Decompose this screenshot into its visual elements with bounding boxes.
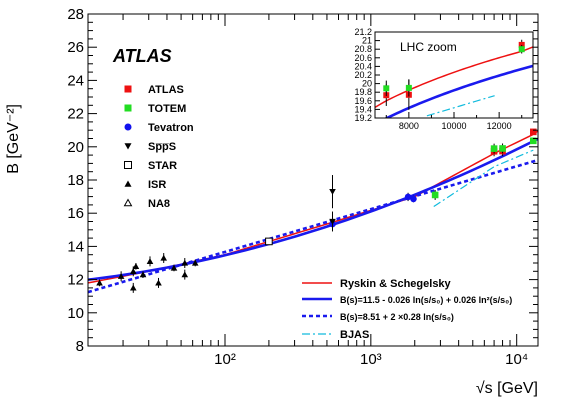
- inset-points: [383, 39, 525, 110]
- y-tick-label: 28: [67, 6, 84, 23]
- y-tick-label: 26: [67, 39, 84, 56]
- point-isr: [191, 259, 199, 266]
- point-totem: [431, 191, 439, 199]
- y-tick-label: 8: [76, 338, 84, 355]
- legend-points: ATLAS TOTEM Tevatron Sp̅p̅S STAR ISR NA8: [123, 84, 194, 210]
- y-tick-label: 22: [67, 106, 84, 123]
- legend-marker-0: [124, 85, 132, 93]
- curve-linear-log: [87, 158, 539, 294]
- inset-axes: 19.219.419.619.82020.220.420.620.82121.2…: [354, 27, 534, 131]
- point-isr: [146, 258, 154, 264]
- point-totem: [490, 145, 498, 152]
- point-totem: [499, 145, 506, 152]
- legend-point-label: STAR: [148, 160, 177, 172]
- inset-y-tick-label: 20: [362, 79, 372, 89]
- point-totem: [530, 137, 537, 145]
- point-isr: [132, 263, 140, 269]
- legend-line-label: B(s)=8.51 + 2 ×0.28 ln(s/s₀): [340, 312, 454, 322]
- main-axes: 8 10 12 14 16 18 20 22 24 26 28 10² 10³ 10⁴: [67, 6, 539, 368]
- y-tick-label: 20: [67, 139, 84, 156]
- inset-y-tick-label: 21.2: [354, 27, 372, 37]
- point-isr: [160, 254, 168, 261]
- curve-quadratic-log: [87, 137, 539, 282]
- inset-curve-group: [375, 46, 533, 118]
- point-isr: [181, 259, 189, 266]
- inset-y-tick-label: 20.4: [354, 61, 372, 71]
- legend-point-label: Tevatron: [148, 122, 194, 134]
- inset-x-tick-label: 12000: [487, 121, 512, 131]
- inset-y-tick-label: 19.2: [354, 113, 372, 123]
- legend-point-label: TOTEM: [148, 103, 186, 115]
- point-spps: [329, 218, 336, 225]
- inset-curves: [375, 46, 533, 118]
- legend-marker-3: [124, 143, 132, 150]
- legend-marker-1: [124, 104, 132, 112]
- x-tick-label: 10²: [214, 351, 236, 368]
- experiment-label: ATLAS: [112, 46, 172, 66]
- point-isr: [96, 279, 103, 286]
- inset-y-tick-label: 19.4: [354, 104, 372, 114]
- legend-point-label: ATLAS: [148, 84, 184, 96]
- point-isr: [170, 264, 178, 271]
- inset-x-tick-label: 10000: [441, 121, 466, 131]
- legend-line-label: B(s)=11.5 - 0.026 ln(s/s₀) + 0.026 ln²(s…: [340, 295, 512, 305]
- point-isr: [117, 272, 125, 279]
- legend-marker-6: [123, 198, 133, 207]
- point-isr: [129, 268, 137, 274]
- point-isr: [155, 279, 162, 286]
- inset-x-tick-label: 8000: [399, 121, 419, 131]
- legend-line-label: Ryskin & Schegelsky: [340, 278, 452, 290]
- inset-y-tick-label: 19.8: [354, 87, 372, 97]
- inset-point: [518, 46, 525, 53]
- inset-curve-bjas: [426, 95, 495, 117]
- inset-y-tick-label: 20.2: [354, 70, 372, 80]
- point-isr: [129, 284, 137, 291]
- y-tick-label: 24: [67, 72, 84, 89]
- legend-point-label: Sp̅p̅S: [148, 141, 176, 153]
- legend-marker-5: [124, 180, 132, 187]
- point-atlas: [530, 128, 537, 136]
- data-points: [96, 128, 537, 293]
- curve-bjas: [433, 149, 534, 208]
- legend-point-label: NA8: [148, 198, 170, 210]
- point-isr: [181, 271, 189, 278]
- x-axis-title: √s [GeV]: [476, 380, 538, 397]
- legend-marker-4: [124, 161, 132, 169]
- point-spps: [329, 188, 336, 195]
- point-isr: [139, 271, 147, 278]
- legend-point-label: ISR: [148, 179, 166, 191]
- legend-marker-2: [124, 123, 132, 131]
- legend-line-label: BJAS: [340, 329, 369, 341]
- inset-y-tick-label: 19.6: [354, 96, 372, 106]
- x-tick-label: 10⁴: [505, 351, 528, 368]
- inset-curve-quadratic: [384, 64, 533, 118]
- legend-lines: Ryskin & Schegelsky B(s)=11.5 - 0.026 ln(…: [302, 278, 512, 341]
- inset-plot: 19.219.419.619.82020.220.420.620.82121.2…: [345, 27, 534, 131]
- model-curves: [87, 130, 539, 294]
- inset-label: LHC zoom: [400, 40, 457, 54]
- inset-point: [383, 85, 390, 92]
- y-axis-title: B [GeV⁻²]: [5, 104, 22, 174]
- x-tick-label: 10³: [360, 351, 382, 368]
- point-tevatron: [404, 193, 412, 201]
- y-tick-label: 12: [67, 272, 84, 289]
- inset-curve-ryskin: [375, 46, 533, 109]
- y-tick-label: 10: [67, 305, 84, 322]
- inset-y-tick-label: 20.6: [354, 53, 372, 63]
- y-tick-label: 18: [67, 172, 84, 189]
- inset-y-tick-label: 20.8: [354, 44, 372, 54]
- inset-point: [405, 84, 412, 91]
- y-tick-label: 16: [67, 205, 84, 222]
- point-star: [265, 237, 273, 246]
- point-tevatron: [410, 195, 417, 203]
- inset-y-tick-label: 21: [362, 36, 372, 46]
- y-tick-label: 14: [67, 238, 84, 255]
